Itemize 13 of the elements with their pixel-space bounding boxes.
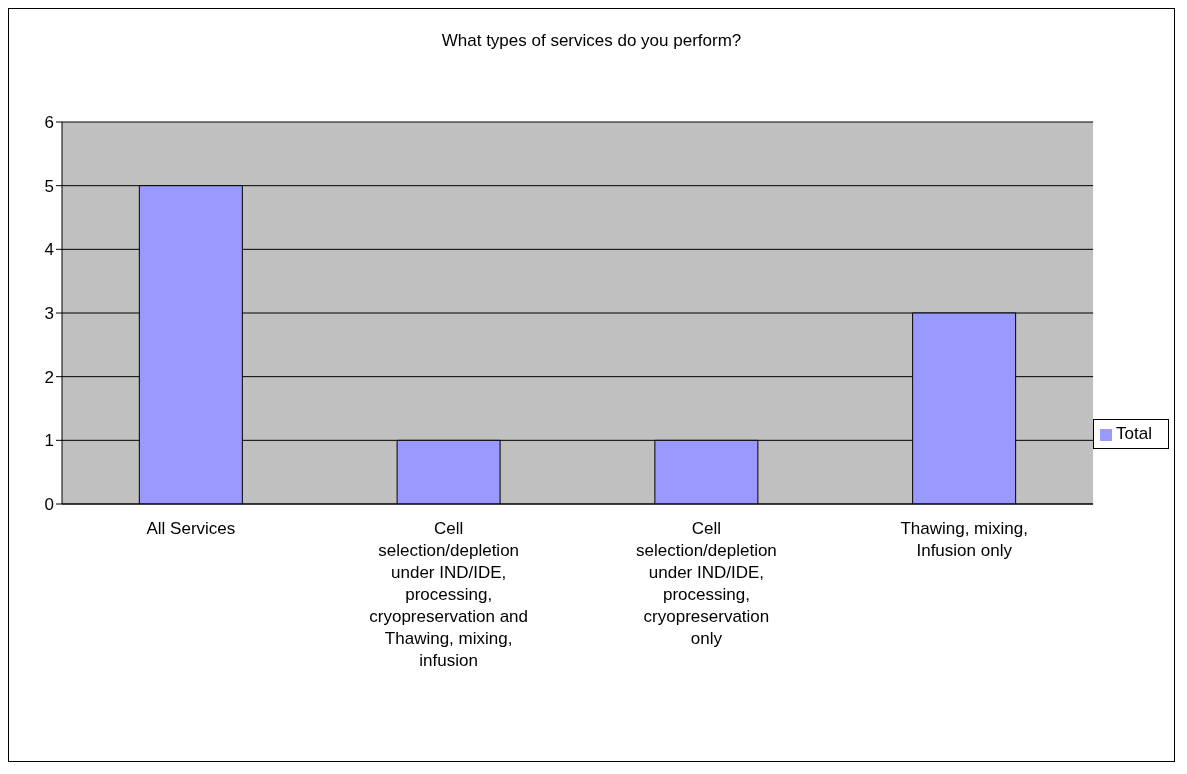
x-tick-label: Cell selection/depletion under IND/IDE, processing, cryopreservation only [636, 519, 777, 648]
x-tick-label: All Services [146, 519, 236, 538]
y-tick-label: 2 [44, 367, 54, 387]
y-tick-label: 5 [44, 176, 54, 196]
y-tick-label: 4 [44, 240, 54, 260]
legend-label: Total [1116, 424, 1152, 443]
y-tick-label: 3 [44, 304, 54, 324]
y-tick-label: 1 [44, 431, 54, 451]
y-tick-label: 6 [44, 113, 54, 133]
chart-title: What types of services do you perform? [440, 31, 743, 51]
x-tick-label: Cell selection/depletion under IND/IDE, processing, cryopreservation and Thawing, mixing, infusion [369, 519, 529, 670]
y-tick-label: 0 [44, 495, 54, 515]
x-tick-label: Thawing, mixing, Infusion only [900, 519, 1028, 560]
